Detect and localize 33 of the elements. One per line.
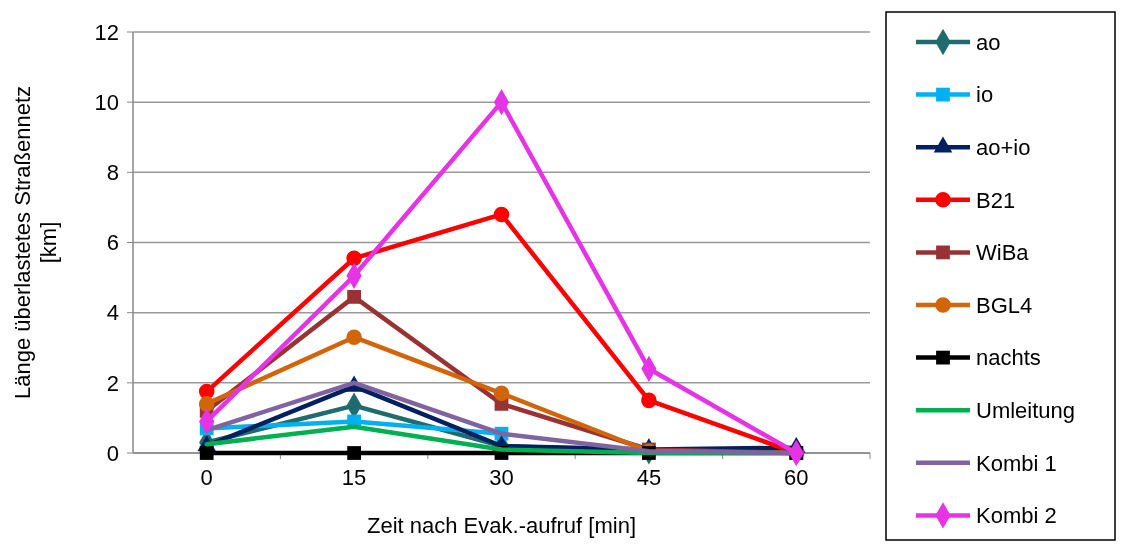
y-tick-label: 10 (94, 89, 119, 115)
legend-label: nachts (976, 345, 1041, 371)
x-tick-label: 15 (341, 465, 367, 490)
x-tick-label: 45 (636, 465, 662, 490)
x-tick-label: 60 (784, 465, 809, 490)
y-tick-label: 2 (106, 370, 119, 396)
legend-label: ao+io (976, 134, 1031, 160)
point (199, 446, 214, 460)
legend-label: BGL4 (976, 292, 1033, 318)
legend-label: Kombi 1 (976, 450, 1057, 476)
point (347, 446, 361, 460)
legend-label: Umleitung (976, 397, 1076, 423)
legend-label: ao (976, 29, 1001, 55)
point (493, 385, 510, 402)
point (347, 289, 361, 304)
y-axis-title: Länge überlastetes Straßennetz [km] (10, 85, 61, 400)
point (346, 329, 362, 345)
y-tick-label: 8 (106, 160, 119, 186)
y-tick-label: 0 (106, 440, 119, 466)
y-tick-label: 6 (106, 230, 119, 256)
y-tick-label: 4 (106, 300, 119, 326)
legend-label: Kombi 2 (976, 503, 1057, 529)
x-tick-label: 30 (489, 465, 514, 490)
legend-label: B21 (976, 187, 1016, 213)
x-tick-label: 0 (200, 465, 213, 490)
point (493, 206, 510, 223)
point (198, 396, 215, 412)
x-axis-title: Zeit nach Evak.-aufruf [min] (367, 513, 636, 538)
legend-label: io (976, 82, 994, 108)
point (641, 392, 657, 409)
y-tick-label: 12 (94, 19, 119, 45)
point (346, 250, 362, 267)
legend-label: WiBa (976, 240, 1030, 266)
